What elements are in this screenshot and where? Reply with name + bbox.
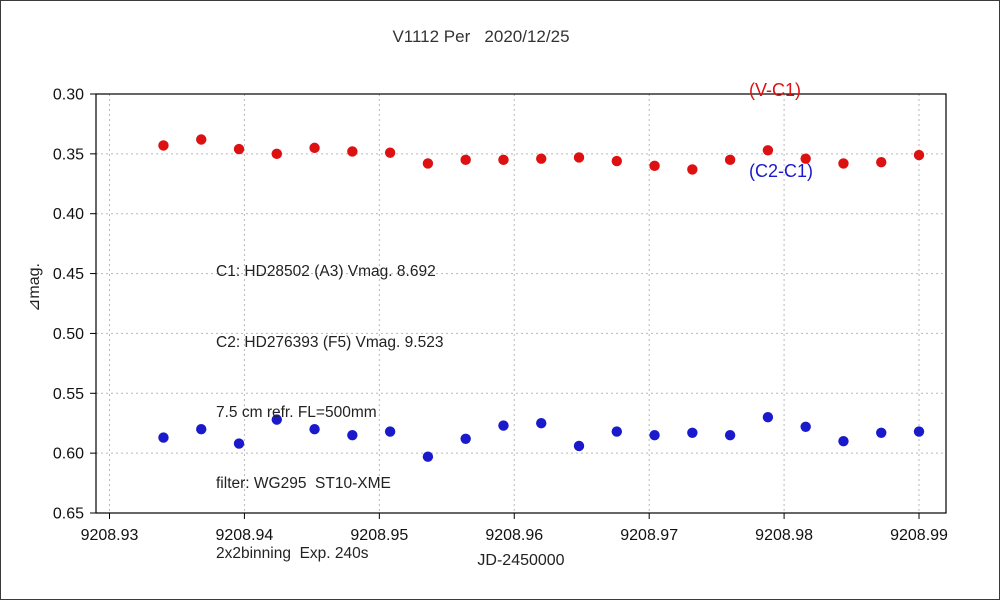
svg-text:9208.97: 9208.97 [620, 527, 678, 544]
data-point [762, 145, 774, 156]
data-point [536, 153, 547, 164]
data-point [422, 451, 434, 462]
svg-text:0.60: 0.60 [53, 446, 84, 463]
legend: (V-C1) (C2-C1) [749, 23, 813, 239]
data-point [271, 414, 282, 425]
annotation-line-c1: C1: HD28502 (A3) Vmag. 8.692 [216, 263, 436, 280]
svg-text:9208.96: 9208.96 [485, 527, 543, 544]
svg-text:0.40: 0.40 [53, 206, 84, 223]
data-point [498, 154, 509, 166]
annotation-line-binning: 2x2binning Exp. 240s [216, 545, 369, 562]
svg-text:0.35: 0.35 [53, 146, 84, 163]
legend-item-c2-c1: (C2-C1) [749, 161, 814, 181]
x-axis-label: JD-2450000 [477, 552, 565, 569]
svg-text:9208.94: 9208.94 [215, 527, 273, 544]
data-point [913, 149, 925, 161]
data-point [309, 142, 320, 154]
annotation-line-c2: C2: HD276393 (F5) Vmag. 9.523 [216, 333, 444, 351]
axis-ticks [90, 93, 920, 519]
data-point [158, 432, 169, 443]
data-point [724, 154, 736, 166]
data-point [687, 164, 698, 175]
svg-text:0.45: 0.45 [53, 266, 84, 283]
data-point [347, 429, 358, 441]
legend-item-v-c1: (V-C1) [749, 80, 802, 100]
data-points [158, 134, 925, 462]
chart-title: V1112 Per 2020/12/25 [392, 27, 570, 46]
data-point [876, 427, 887, 438]
data-point [271, 148, 282, 160]
annotation-line-telescope: 7.5 cm refr. FL=500mm [216, 404, 377, 421]
data-point [649, 429, 660, 441]
data-point [460, 154, 471, 166]
tick-labels: 0.30 0.35 0.40 0.45 0.50 0.55 0.60 0.65 9208.93 9… [53, 87, 948, 545]
svg-text:9208.93: 9208.93 [81, 527, 139, 544]
data-point [422, 158, 434, 169]
data-point [536, 418, 547, 429]
data-point [838, 158, 849, 169]
data-point [573, 152, 585, 163]
svg-text:0.55: 0.55 [53, 386, 84, 403]
data-point [384, 147, 396, 158]
data-point [347, 146, 358, 157]
data-point [649, 160, 660, 172]
svg-text:9208.98: 9208.98 [755, 527, 813, 544]
data-point [196, 424, 207, 435]
data-point [762, 412, 774, 423]
data-point [158, 140, 169, 151]
data-point [573, 440, 585, 452]
svg-text:0.50: 0.50 [53, 326, 84, 343]
data-point [309, 424, 320, 435]
y-axis-label: ⊿mag. [26, 263, 43, 312]
svg-text:0.65: 0.65 [53, 506, 84, 523]
data-point [498, 420, 509, 431]
plot-border [95, 93, 947, 514]
annotation-block: C1: HD28502 (A3) Vmag. 8.692 C2: HD27639… [216, 213, 444, 599]
data-point [611, 155, 622, 167]
svg-text:0.30: 0.30 [53, 87, 84, 104]
data-point [838, 435, 849, 447]
data-point [460, 433, 471, 444]
annotation-line-filter: filter: WG295 ST10-XME [216, 474, 391, 492]
svg-text:9208.95: 9208.95 [350, 527, 408, 544]
data-point [724, 429, 736, 441]
data-point [800, 421, 811, 433]
data-point [233, 143, 245, 155]
data-point [611, 426, 622, 437]
data-point [384, 426, 396, 437]
gridlines [96, 94, 946, 513]
data-point [800, 153, 811, 164]
svg-text:9208.99: 9208.99 [890, 527, 948, 544]
data-point [687, 427, 698, 438]
data-point [913, 426, 925, 437]
data-point [233, 438, 245, 449]
data-point [196, 134, 207, 145]
data-point [876, 157, 887, 168]
